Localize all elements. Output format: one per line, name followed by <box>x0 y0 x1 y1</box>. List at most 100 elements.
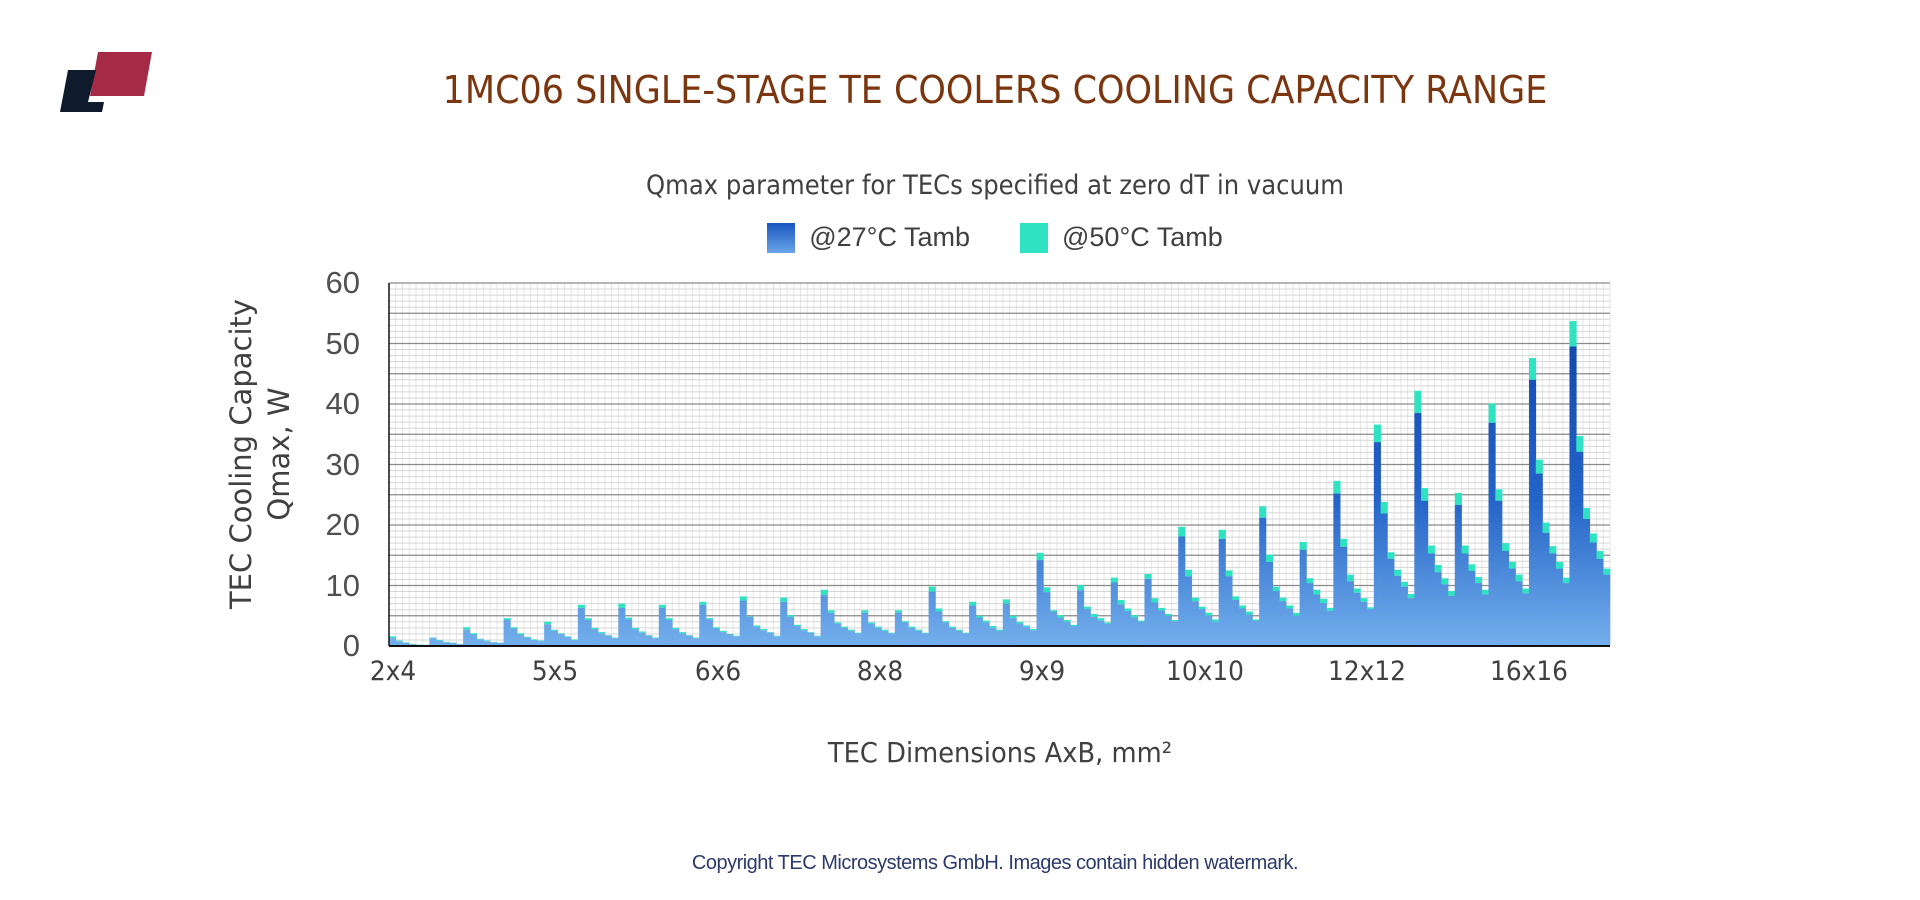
bar-50c <box>1549 546 1557 554</box>
axes <box>388 283 1610 647</box>
y-tick-label: 20 <box>325 507 360 542</box>
bar-27c <box>1131 617 1139 646</box>
y-tick-label: 0 <box>342 628 360 663</box>
bar-50c <box>1542 522 1550 533</box>
bar-27c <box>1218 538 1226 646</box>
bar-27c <box>1097 620 1105 646</box>
bar-50c <box>402 642 410 643</box>
bar-27c <box>1421 500 1429 646</box>
bar-50c <box>935 608 943 612</box>
bar-27c <box>1117 604 1125 646</box>
bar-27c <box>1306 583 1314 646</box>
bar-50c <box>1056 615 1064 618</box>
bar-27c <box>1259 517 1267 646</box>
chart-legend: @27°C Tamb @50°C Tamb <box>0 222 1920 253</box>
bar-50c <box>1400 581 1408 587</box>
bar-27c <box>544 624 552 646</box>
y-tick-label: 40 <box>325 386 360 421</box>
bar-27c <box>1434 572 1442 646</box>
page-title: 1MC06 SINGLE-STAGE TE COOLERS COOLING CA… <box>442 68 1548 112</box>
bar-27c <box>1360 601 1368 646</box>
bar-50c <box>469 633 477 635</box>
y-tick-label: 60 <box>325 265 360 300</box>
bar-50c <box>955 629 963 631</box>
logo-dark-shape <box>60 70 104 112</box>
bar-50c <box>1272 586 1280 591</box>
bar-50c <box>652 637 660 639</box>
bar-27c <box>1090 616 1098 646</box>
bar-50c <box>1211 619 1220 622</box>
bar-27c <box>1448 595 1456 646</box>
bar-50c <box>989 626 997 628</box>
bar-50c <box>1117 600 1125 605</box>
bar-27c <box>733 636 741 646</box>
bar-27c <box>1576 451 1584 646</box>
bar-50c <box>1529 358 1537 380</box>
bar-27c <box>584 619 592 646</box>
bar-27c <box>874 627 882 646</box>
y-tick-label: 50 <box>325 325 360 361</box>
bar-50c <box>530 639 538 640</box>
bar-50c <box>787 615 795 617</box>
bar-50c <box>1023 625 1031 627</box>
legend-label-50c: @50°C Tamb <box>1062 222 1223 252</box>
bar-27c <box>1198 609 1206 646</box>
y-tick-label: 30 <box>325 446 360 482</box>
bar-50c <box>638 631 646 633</box>
bar-50c <box>598 632 606 634</box>
bar-50c <box>813 635 822 637</box>
bar-27c <box>1036 560 1044 646</box>
bar-50c <box>1340 538 1348 547</box>
bar-50c <box>1508 561 1516 569</box>
bar-27c <box>746 616 754 646</box>
bar-50c <box>611 637 619 639</box>
bar-50c <box>436 639 444 641</box>
bar-27c <box>1488 422 1496 646</box>
bar-27c <box>1542 532 1550 646</box>
bar-50c <box>517 633 525 635</box>
bar-50c <box>584 618 592 620</box>
bar-27c <box>1589 542 1597 646</box>
bar-50c <box>1326 607 1334 611</box>
bar-27c <box>631 629 639 646</box>
bar-50c <box>1461 545 1469 554</box>
bar-27c <box>935 611 943 646</box>
bar-27c <box>928 591 936 646</box>
bar-27c <box>1205 615 1213 646</box>
bar-50c <box>1279 597 1287 602</box>
bar-50c <box>1603 568 1611 575</box>
bar-50c <box>1070 624 1078 627</box>
bar-27c <box>888 633 896 646</box>
bar-27c <box>1454 505 1462 646</box>
bar-50c <box>1556 561 1564 569</box>
bar-27c <box>1178 536 1186 646</box>
bar-27c <box>1124 610 1132 646</box>
bar-27c <box>1380 513 1388 646</box>
x-tick-label: 16x16 <box>1490 656 1569 687</box>
bar-50c <box>1043 587 1051 593</box>
bar-50c <box>861 610 869 613</box>
bar-50c <box>1050 610 1058 612</box>
bar-50c <box>544 621 552 625</box>
bar-27c <box>557 633 565 646</box>
bar-27c <box>1279 601 1287 646</box>
bar-27c <box>429 638 437 646</box>
bar-50c <box>1077 584 1085 591</box>
bar-27c <box>1373 442 1381 646</box>
bar-50c <box>1502 543 1510 552</box>
bar-27c <box>1137 621 1145 646</box>
bar-27c <box>1286 608 1294 646</box>
bar-50c <box>800 629 808 631</box>
bar-50c <box>1245 611 1253 615</box>
bar-27c <box>436 640 444 646</box>
bar-50c <box>1299 541 1307 550</box>
bar-50c <box>1110 577 1118 583</box>
bar-27c <box>739 600 747 646</box>
bar-50c <box>1427 545 1435 554</box>
bar-50c <box>739 596 747 601</box>
bar-27c <box>766 632 774 646</box>
bar-50c <box>719 630 727 633</box>
bar-27c <box>800 630 808 646</box>
bar-50c <box>766 632 774 633</box>
bar-27c <box>1185 576 1193 646</box>
